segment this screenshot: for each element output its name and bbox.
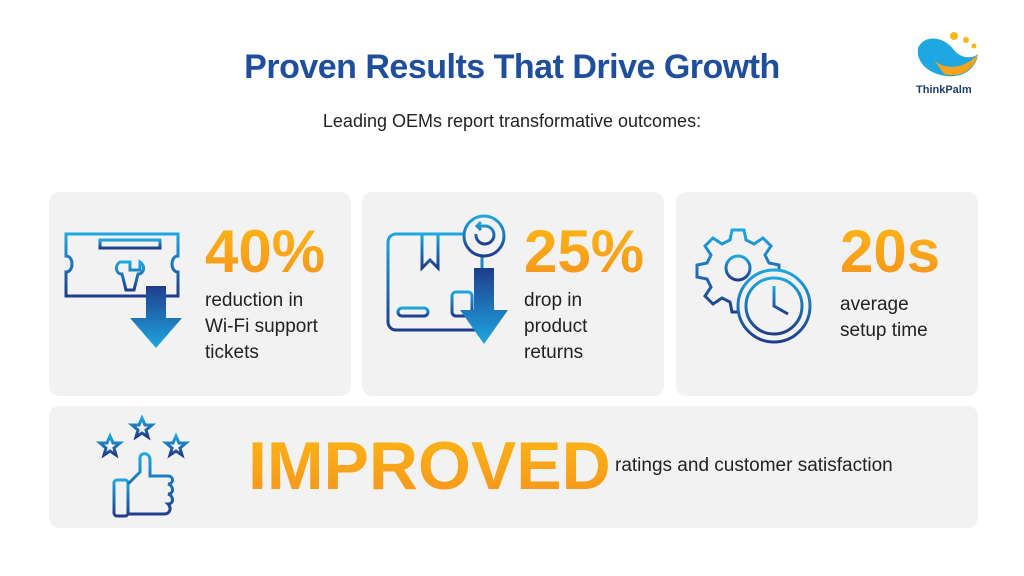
description-line: tickets xyxy=(205,342,259,363)
title: Proven Results That Drive Growth xyxy=(244,48,780,86)
stat-card xyxy=(49,192,351,396)
description-line: reduction in xyxy=(205,290,304,311)
description-line: average xyxy=(840,294,909,315)
banner xyxy=(49,406,978,528)
logo-icon xyxy=(917,32,978,77)
gear-clock-icon xyxy=(695,228,812,344)
description-line: Wi-Fi support xyxy=(205,316,318,337)
banner-headline: IMPROVED xyxy=(248,428,611,504)
stars-thumb-icon xyxy=(95,414,191,518)
ticket-icon xyxy=(64,232,182,348)
stat-description: reduction in Wi-Fi support tickets xyxy=(205,288,318,366)
stat-description: average setup time xyxy=(840,292,928,344)
banner-text: ratings and customer satisfaction xyxy=(615,455,893,476)
stat-card xyxy=(362,192,664,396)
description-line: returns xyxy=(524,342,584,363)
subtitle: Leading OEMs report transformative outco… xyxy=(322,111,702,131)
description-line: setup time xyxy=(840,320,928,341)
stat-value: 20s xyxy=(840,218,941,285)
description-line: drop in xyxy=(524,290,583,311)
stat-description: drop in product returns xyxy=(524,288,587,366)
description-line: product xyxy=(524,316,588,337)
stat-value: 25% xyxy=(524,218,645,285)
box-return-icon xyxy=(386,214,508,344)
logo-text: ThinkPalm xyxy=(916,84,972,96)
stat-value: 40% xyxy=(205,218,326,285)
stat-card xyxy=(676,192,978,396)
